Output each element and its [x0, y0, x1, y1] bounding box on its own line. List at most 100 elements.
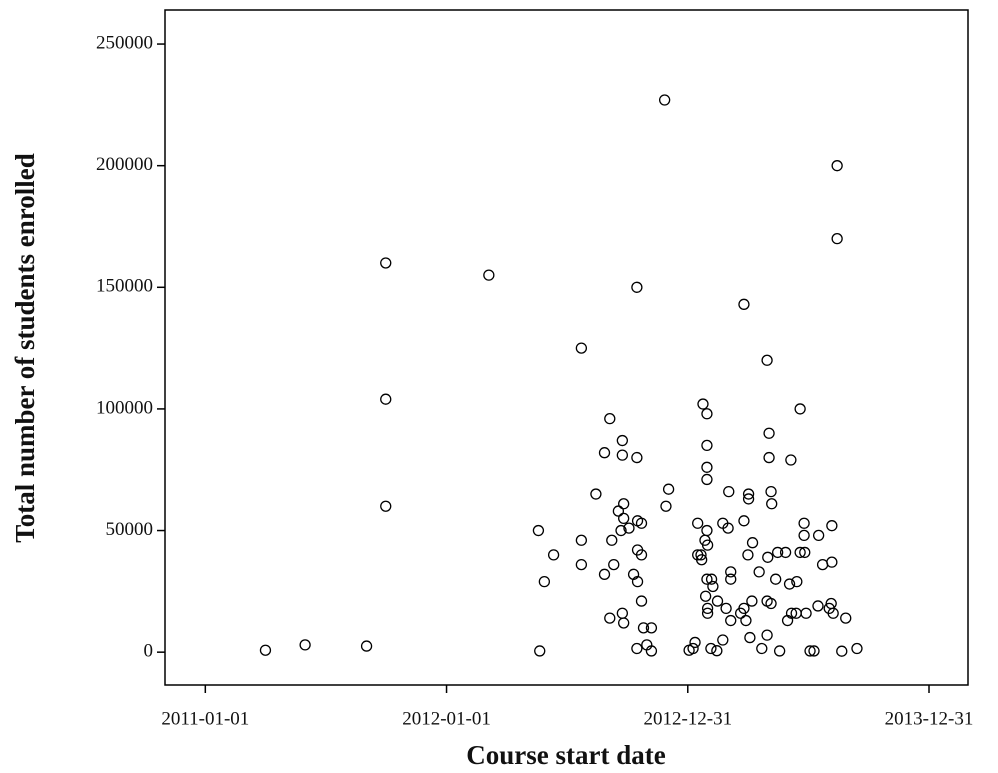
x-tick-label: 2013-12-31 — [885, 708, 974, 729]
data-point — [380, 500, 392, 512]
data-point — [742, 493, 755, 505]
data-point — [722, 522, 734, 534]
data-point — [785, 454, 797, 466]
y-axis-title: Total number of students enrolled — [10, 153, 40, 543]
data-point — [762, 551, 774, 563]
y-tick-label: 150000 — [96, 276, 153, 297]
data-point — [631, 642, 643, 655]
data-point — [701, 473, 713, 486]
data-point — [696, 554, 708, 566]
data-point — [687, 642, 699, 655]
data-point — [738, 298, 750, 310]
data-point — [575, 342, 588, 354]
data-point — [575, 558, 588, 571]
x-tick-label: 2012-01-01 — [402, 708, 491, 729]
data-point — [645, 645, 658, 657]
data-point — [598, 447, 611, 459]
data-point — [547, 549, 560, 561]
y-tick-label: 200000 — [96, 154, 153, 175]
data-point — [831, 160, 843, 172]
data-point — [658, 94, 671, 106]
data-point — [623, 522, 635, 534]
data-point — [635, 549, 648, 561]
data-point — [660, 500, 672, 512]
data-point — [816, 558, 829, 571]
data-point — [692, 517, 704, 529]
data-point — [618, 512, 630, 525]
data-point — [761, 629, 773, 641]
data-point — [798, 517, 810, 529]
data-point — [590, 488, 602, 500]
data-point — [701, 461, 713, 473]
data-point — [742, 549, 754, 561]
data-point — [707, 580, 719, 593]
x-axis-title: Course start date — [466, 740, 665, 770]
data-point — [772, 546, 784, 559]
data-point — [705, 573, 718, 585]
data-point — [662, 483, 675, 495]
data-point — [720, 602, 732, 615]
data-point — [804, 645, 816, 657]
data-point — [701, 524, 713, 537]
data-point — [770, 573, 782, 585]
data-point — [826, 520, 838, 532]
data-point — [612, 505, 625, 517]
y-tick-label: 0 — [144, 641, 154, 662]
data-point — [734, 607, 747, 619]
data-point — [534, 645, 546, 657]
y-tick-label: 100000 — [96, 397, 153, 418]
data-point — [604, 412, 616, 425]
data-point — [791, 575, 803, 588]
data-point — [631, 575, 644, 588]
data-point — [738, 515, 750, 527]
data-point — [701, 602, 714, 615]
data-point — [695, 549, 707, 561]
data-point — [761, 354, 773, 366]
data-point — [725, 614, 737, 627]
data-point — [635, 595, 648, 607]
data-point — [711, 595, 724, 607]
data-point — [606, 534, 618, 546]
data-point — [598, 568, 611, 580]
data-point — [763, 427, 775, 439]
data-point — [827, 607, 839, 619]
data-point — [618, 498, 630, 510]
data-point — [360, 640, 373, 652]
data-point — [380, 393, 392, 405]
data-point — [701, 439, 713, 452]
y-tick-label: 250000 — [96, 32, 153, 53]
data-point — [699, 590, 712, 602]
data-point — [689, 636, 701, 649]
data-point — [538, 575, 551, 588]
data-point — [740, 614, 752, 627]
data-point — [794, 403, 806, 415]
data-point — [616, 434, 628, 447]
data-point — [766, 498, 778, 510]
data-point — [575, 534, 588, 546]
data-point — [773, 645, 786, 657]
data-point — [635, 517, 648, 529]
data-point — [645, 622, 658, 634]
data-point — [701, 539, 714, 551]
data-point — [794, 546, 806, 559]
data-point — [380, 257, 392, 269]
data-point — [756, 642, 768, 655]
data-point — [783, 578, 796, 590]
data-point — [826, 556, 838, 568]
x-tick-label: 2011-01-01 — [161, 708, 249, 729]
data-point — [701, 607, 714, 619]
data-point — [725, 573, 737, 585]
data-point — [808, 645, 820, 657]
x-tick-label: 2012-12-31 — [643, 708, 732, 729]
data-point — [616, 449, 628, 461]
data-point — [532, 524, 545, 537]
data-point — [631, 281, 643, 293]
data-point — [259, 644, 272, 656]
data-point — [831, 232, 843, 245]
data-point — [604, 612, 616, 624]
data-point — [753, 566, 765, 578]
data-point — [742, 488, 755, 500]
data-point — [763, 451, 775, 464]
data-point — [785, 607, 798, 619]
